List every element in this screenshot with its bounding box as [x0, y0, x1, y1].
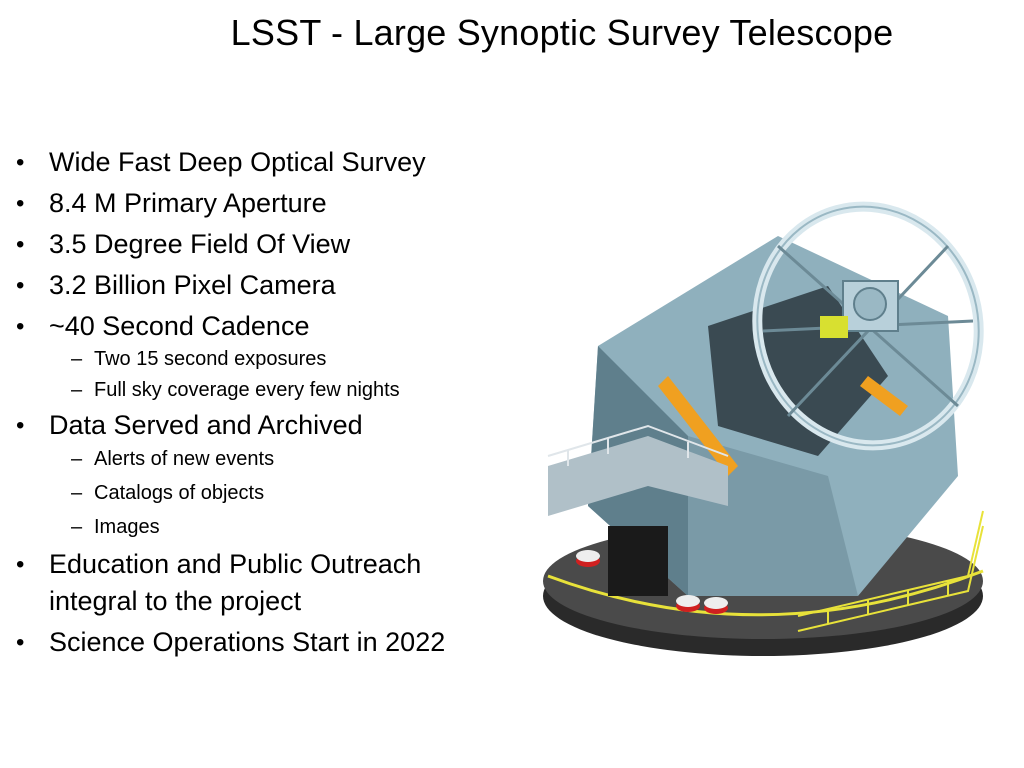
sub-bullet-item: Catalogs of objects — [49, 478, 514, 508]
mount-front — [688, 436, 858, 596]
secondary-mirror — [853, 287, 887, 321]
sub-bullet-list: Alerts of new events Catalogs of objects… — [49, 444, 514, 542]
left-walkway-railing — [547, 424, 729, 466]
top-end-ring-edge — [756, 205, 980, 447]
bullet-text: ~40 Second Cadence — [49, 311, 310, 341]
bullet-item: ~40 Second Cadence Two 15 second exposur… — [14, 308, 514, 404]
bullet-text: Education and Public Outreach integral t… — [49, 549, 422, 616]
bullet-item: 3.2 Billion Pixel Camera — [14, 267, 514, 304]
orange-accent-right — [860, 376, 908, 416]
bullet-text: Data Served and Archived — [49, 410, 363, 440]
bullet-text: Wide Fast Deep Optical Survey — [49, 147, 426, 177]
sub-bullet-item: Alerts of new events — [49, 444, 514, 474]
bullet-item: Data Served and Archived Alerts of new e… — [14, 407, 514, 542]
sub-bullet-item: Images — [49, 512, 514, 542]
slide-title: LSST - Large Synoptic Survey Telescope — [230, 12, 894, 53]
bullet-list: Wide Fast Deep Optical Survey 8.4 M Prim… — [14, 144, 514, 665]
bullet-item: Education and Public Outreach integral t… — [14, 546, 514, 620]
left-walkway — [548, 436, 728, 516]
bullet-item: 3.5 Degree Field Of View — [14, 226, 514, 263]
bullet-text: Science Operations Start in 2022 — [49, 627, 446, 657]
equipment-door — [608, 526, 668, 596]
yellow-railing — [797, 510, 984, 632]
service-units — [576, 550, 728, 614]
camera-yellow-panel — [820, 316, 848, 338]
bullet-text: 8.4 M Primary Aperture — [49, 188, 327, 218]
telescope-illustration — [543, 201, 984, 656]
bullet-text: 3.2 Billion Pixel Camera — [49, 270, 336, 300]
sub-bullet-item: Two 15 second exposures — [49, 345, 514, 373]
sub-bullet-item: Full sky coverage every few nights — [49, 376, 514, 404]
bullet-item: Wide Fast Deep Optical Survey — [14, 144, 514, 181]
bullet-text: 3.5 Degree Field Of View — [49, 229, 351, 259]
bullet-item: Science Operations Start in 2022 — [14, 624, 514, 661]
orange-accent-left — [658, 376, 738, 476]
platform-rail — [547, 569, 984, 617]
bullet-item: 8.4 M Primary Aperture — [14, 185, 514, 222]
sub-bullet-list: Two 15 second exposures Full sky coverag… — [49, 345, 514, 404]
